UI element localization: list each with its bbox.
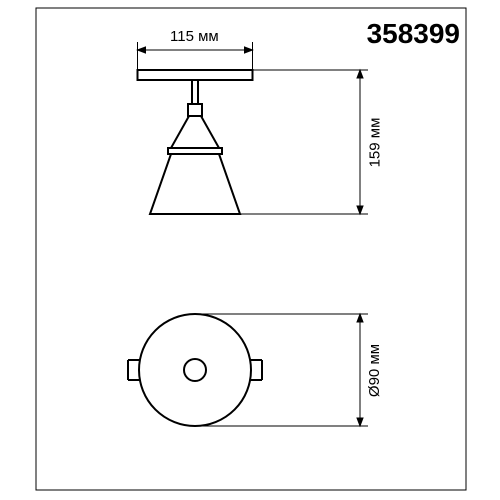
dim-diameter-label: Ø90 мм (366, 344, 383, 397)
joint (188, 104, 202, 116)
bottom-outer-circle (139, 314, 251, 426)
bottom-inner-circle (184, 359, 206, 381)
stem (192, 80, 198, 104)
tab-left (128, 360, 140, 380)
cone-upper (171, 116, 219, 148)
tab-right (251, 360, 263, 380)
cone-lower (150, 154, 240, 214)
drawing-canvas: 358399 (0, 0, 500, 500)
dim-width-label: 115 мм (170, 28, 219, 45)
schematic-svg (0, 0, 500, 500)
mount-plate (138, 70, 253, 80)
dim-height-label: 159 мм (366, 118, 383, 168)
